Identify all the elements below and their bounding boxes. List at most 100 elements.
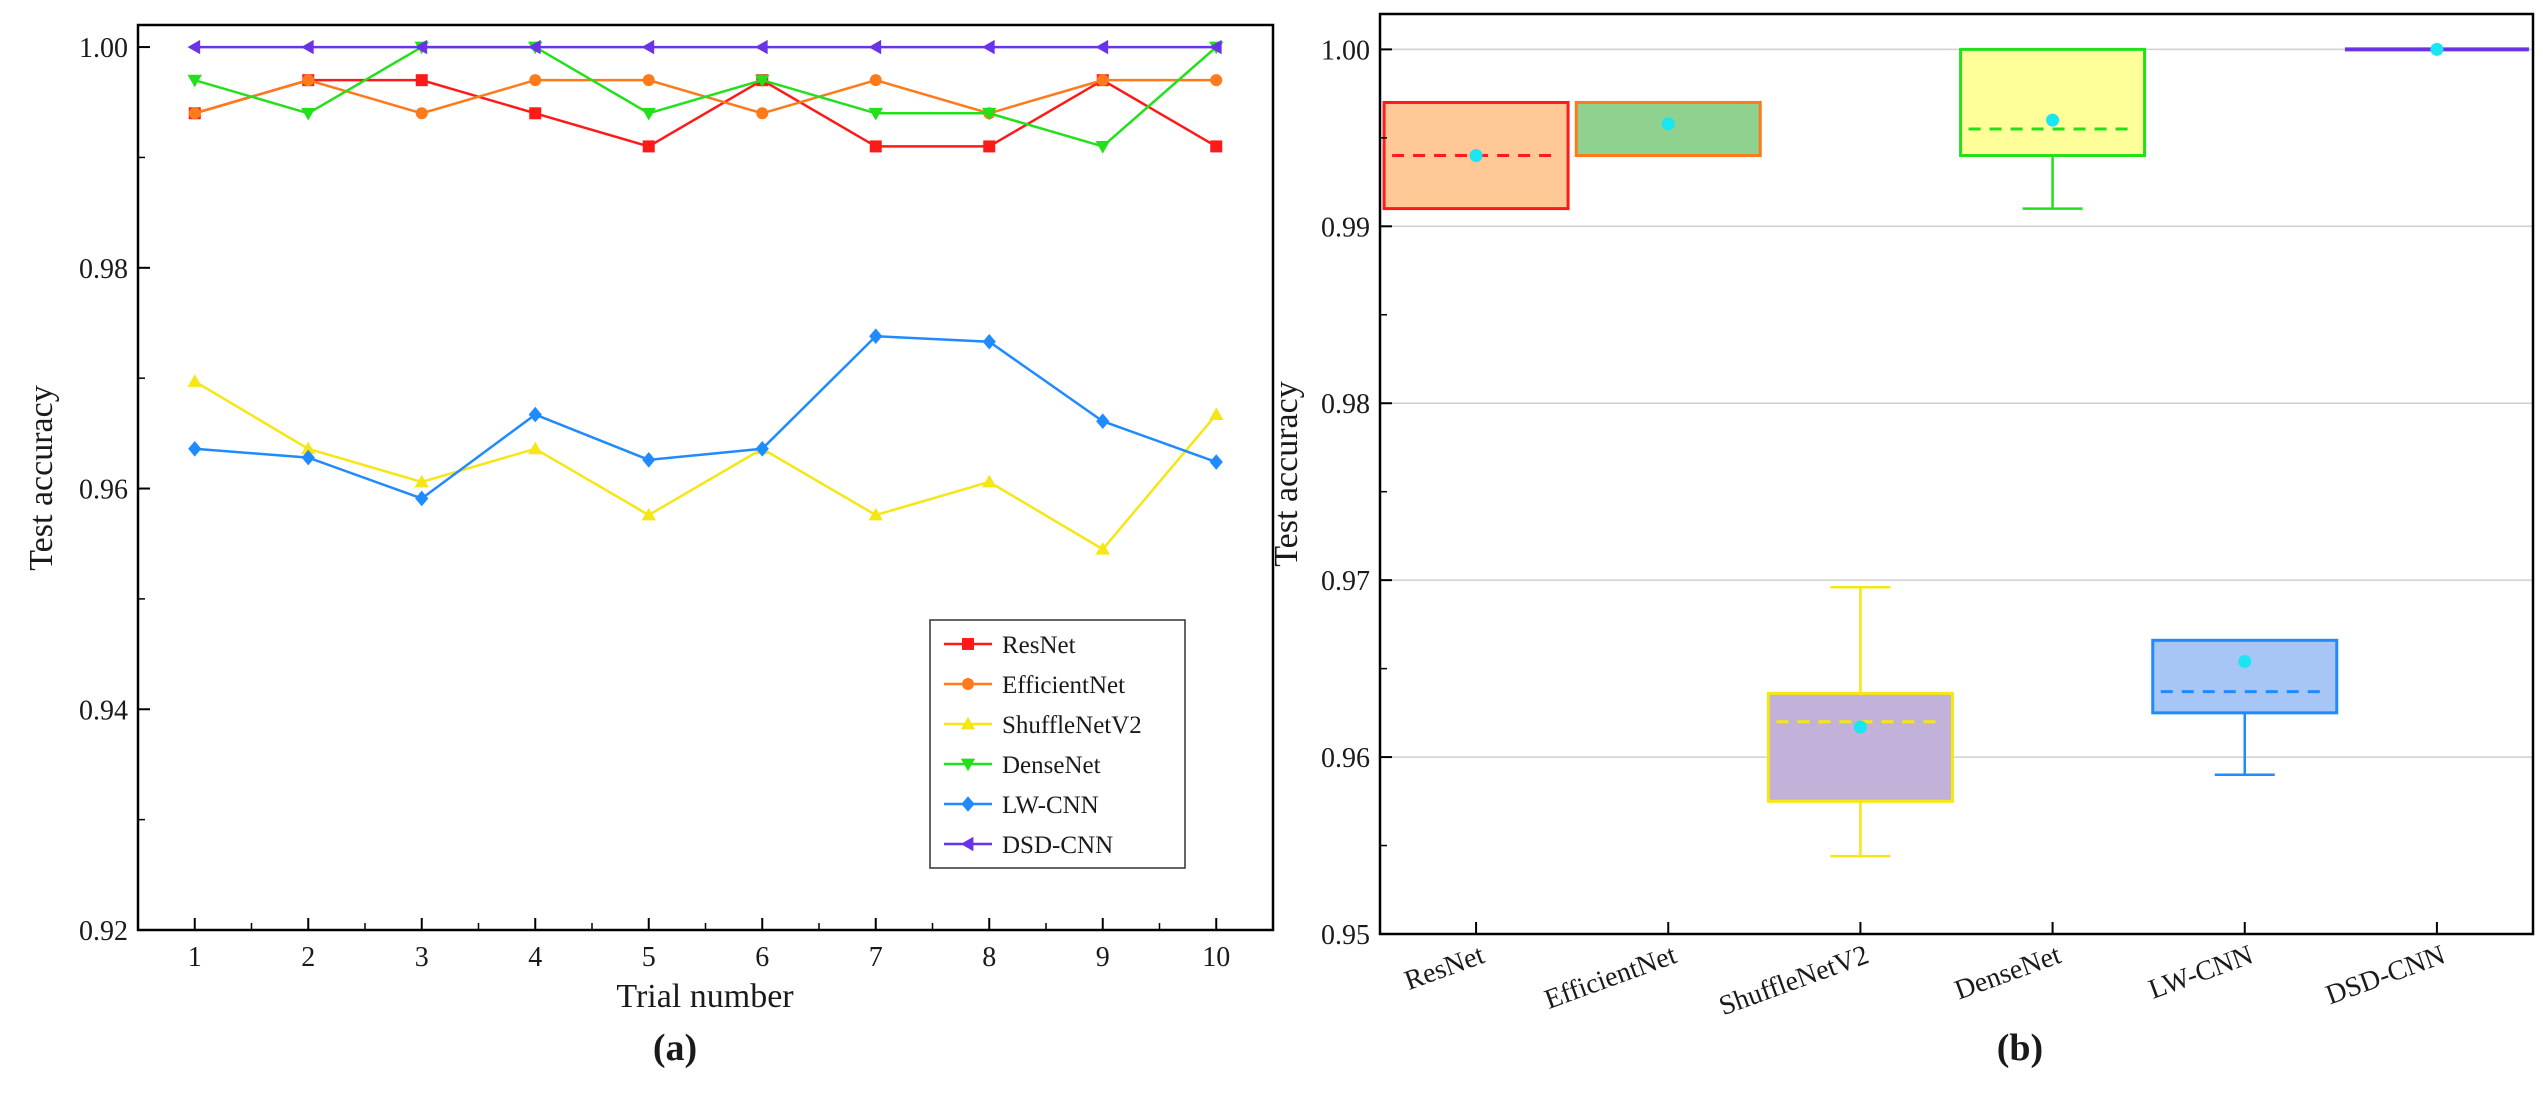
data-point-resnet: [642, 140, 655, 153]
data-point-shufflenetv2: [414, 474, 429, 488]
data-point-efficientnet: [302, 74, 315, 87]
y-tick-label-a: 1.00: [79, 33, 128, 64]
data-point-resnet: [1210, 140, 1223, 153]
y-tick-label-b: 0.98: [1321, 389, 1370, 420]
y-tick-label-b: 0.99: [1321, 212, 1370, 243]
box-dsd-cnn: [2344, 42, 2529, 56]
x-tick-label-a: 8: [982, 942, 996, 973]
box-shufflenetv2: [1766, 585, 1954, 858]
data-point-densenet: [187, 74, 202, 88]
data-point-lw-cnn: [415, 490, 429, 507]
box-densenet: [1959, 47, 2147, 210]
y-tick-label-a: 0.98: [79, 254, 128, 285]
iqr-box-densenet: [1959, 47, 2147, 158]
series-efficientnet: [188, 74, 1223, 120]
legend-marker-dsd-cnn: [960, 836, 974, 852]
x-tick-label-a: 1: [188, 942, 202, 973]
data-point-lw-cnn: [528, 406, 542, 423]
legend-marker-lw-cnn: [961, 796, 975, 812]
data-point-lw-cnn: [188, 441, 202, 457]
data-point-efficientnet: [1096, 74, 1109, 87]
series-shufflenetv2: [187, 374, 1224, 555]
legend-label-shufflenetv2: ShuffleNetV2: [1002, 712, 1142, 739]
data-point-dsd-cnn: [755, 39, 768, 55]
x-tick-label-a: 7: [869, 942, 883, 973]
data-point-efficientnet: [756, 107, 769, 120]
panel-label-a: (a): [653, 1027, 697, 1069]
data-point-lw-cnn: [301, 449, 315, 466]
mean-marker-dsd-cnn: [2430, 42, 2444, 56]
data-point-dsd-cnn: [301, 39, 314, 55]
x-tick-label-a: 3: [415, 942, 429, 973]
mean-marker-shufflenetv2: [1853, 720, 1867, 734]
data-point-efficientnet: [1210, 74, 1223, 87]
series-lw-cnn: [188, 328, 1223, 507]
data-point-dsd-cnn: [1095, 39, 1109, 55]
data-point-dsd-cnn: [187, 39, 201, 55]
x-tick-label-a: 10: [1202, 942, 1230, 973]
data-point-resnet: [983, 140, 996, 153]
data-point-lw-cnn: [1096, 413, 1110, 430]
series-line-lw-cnn: [194, 334, 1217, 500]
legend-label-resnet: ResNet: [1002, 632, 1076, 659]
data-point-densenet: [1095, 141, 1110, 154]
x-tick-label-shufflenetv2: ShuffleNetV2: [1715, 939, 1873, 1022]
x-tick-label-dsd-cnn: DSD-CNN: [2322, 939, 2450, 1011]
data-point-shufflenetv2: [187, 374, 202, 387]
x-tick-label-a: 5: [642, 942, 656, 973]
data-point-lw-cnn: [869, 328, 883, 345]
data-point-efficientnet: [642, 74, 655, 87]
data-point-dsd-cnn: [868, 39, 882, 55]
x-tick-label-a: 2: [301, 942, 315, 973]
y-tick-label-b: 0.97: [1321, 566, 1370, 597]
iqr-box-lw-cnn: [2151, 638, 2339, 715]
data-point-shufflenetv2: [1095, 542, 1110, 555]
x-tick-label-densenet: DenseNet: [1951, 939, 2066, 1006]
legend-label-densenet: DenseNet: [1002, 752, 1101, 779]
legend-marker-efficientnet: [962, 678, 974, 690]
data-point-resnet: [415, 74, 428, 87]
y-tick-label-b: 0.96: [1321, 743, 1370, 774]
plot-frame-a: [136, 23, 1275, 932]
data-point-lw-cnn: [982, 333, 996, 350]
line-chart-panel-a: 0.92 0.94 0.96 0.98 1.00 1 2 3 4 5 6 7 8 9 10 Test ac…: [23, 23, 1275, 1069]
y-tick-label-a: 0.96: [79, 475, 128, 506]
x-tick-label-resnet: ResNet: [1400, 939, 1488, 996]
data-point-dsd-cnn: [982, 39, 995, 55]
x-tick-label-a: 9: [1096, 942, 1110, 973]
data-point-shufflenetv2: [301, 441, 316, 455]
series-dsd-cnn: [187, 39, 1222, 55]
series-line-densenet: [194, 45, 1218, 148]
box-resnet: [1382, 100, 1570, 211]
data-point-densenet: [301, 107, 316, 121]
y-tick-label-a: 0.94: [79, 695, 128, 726]
data-point-shufflenetv2: [1209, 407, 1224, 420]
x-tick-label-a: 4: [528, 942, 542, 973]
data-point-lw-cnn: [755, 441, 769, 457]
series-densenet: [187, 41, 1224, 154]
box-plot-panel-b: 0.95 0.96 0.97 0.98 0.99 1.00 ResNet Efficient…: [1268, 12, 2535, 1069]
legend-marker-shufflenetv2: [960, 716, 976, 730]
data-point-efficientnet: [188, 107, 201, 120]
data-point-densenet: [641, 107, 656, 121]
series-line-shufflenetv2: [194, 380, 1218, 551]
data-point-shufflenetv2: [982, 474, 997, 488]
data-point-dsd-cnn: [414, 39, 428, 55]
data-point-shufflenetv2: [641, 507, 656, 521]
legend-label-dsd-cnn: DSD-CNN: [1002, 832, 1113, 859]
legend-marker-densenet: [960, 758, 976, 772]
data-point-dsd-cnn: [641, 39, 655, 55]
y-tick-label-b: 1.00: [1321, 35, 1370, 66]
data-point-dsd-cnn: [1209, 39, 1222, 55]
data-point-efficientnet: [529, 74, 542, 87]
data-point-resnet: [869, 140, 882, 153]
mean-marker-resnet: [1469, 149, 1483, 163]
data-point-lw-cnn: [1209, 454, 1223, 470]
series-resnet: [188, 74, 1223, 153]
panel-label-b: (b): [1997, 1027, 2043, 1069]
legend-frame: [929, 619, 1186, 869]
box-lw-cnn: [2151, 638, 2339, 777]
legend: ResNet EfficientNet ShuffleNetV2 DenseNet LW…: [929, 619, 1186, 869]
data-point-shufflenetv2: [528, 441, 543, 455]
legend-label-efficientnet: EfficientNet: [1002, 672, 1125, 699]
